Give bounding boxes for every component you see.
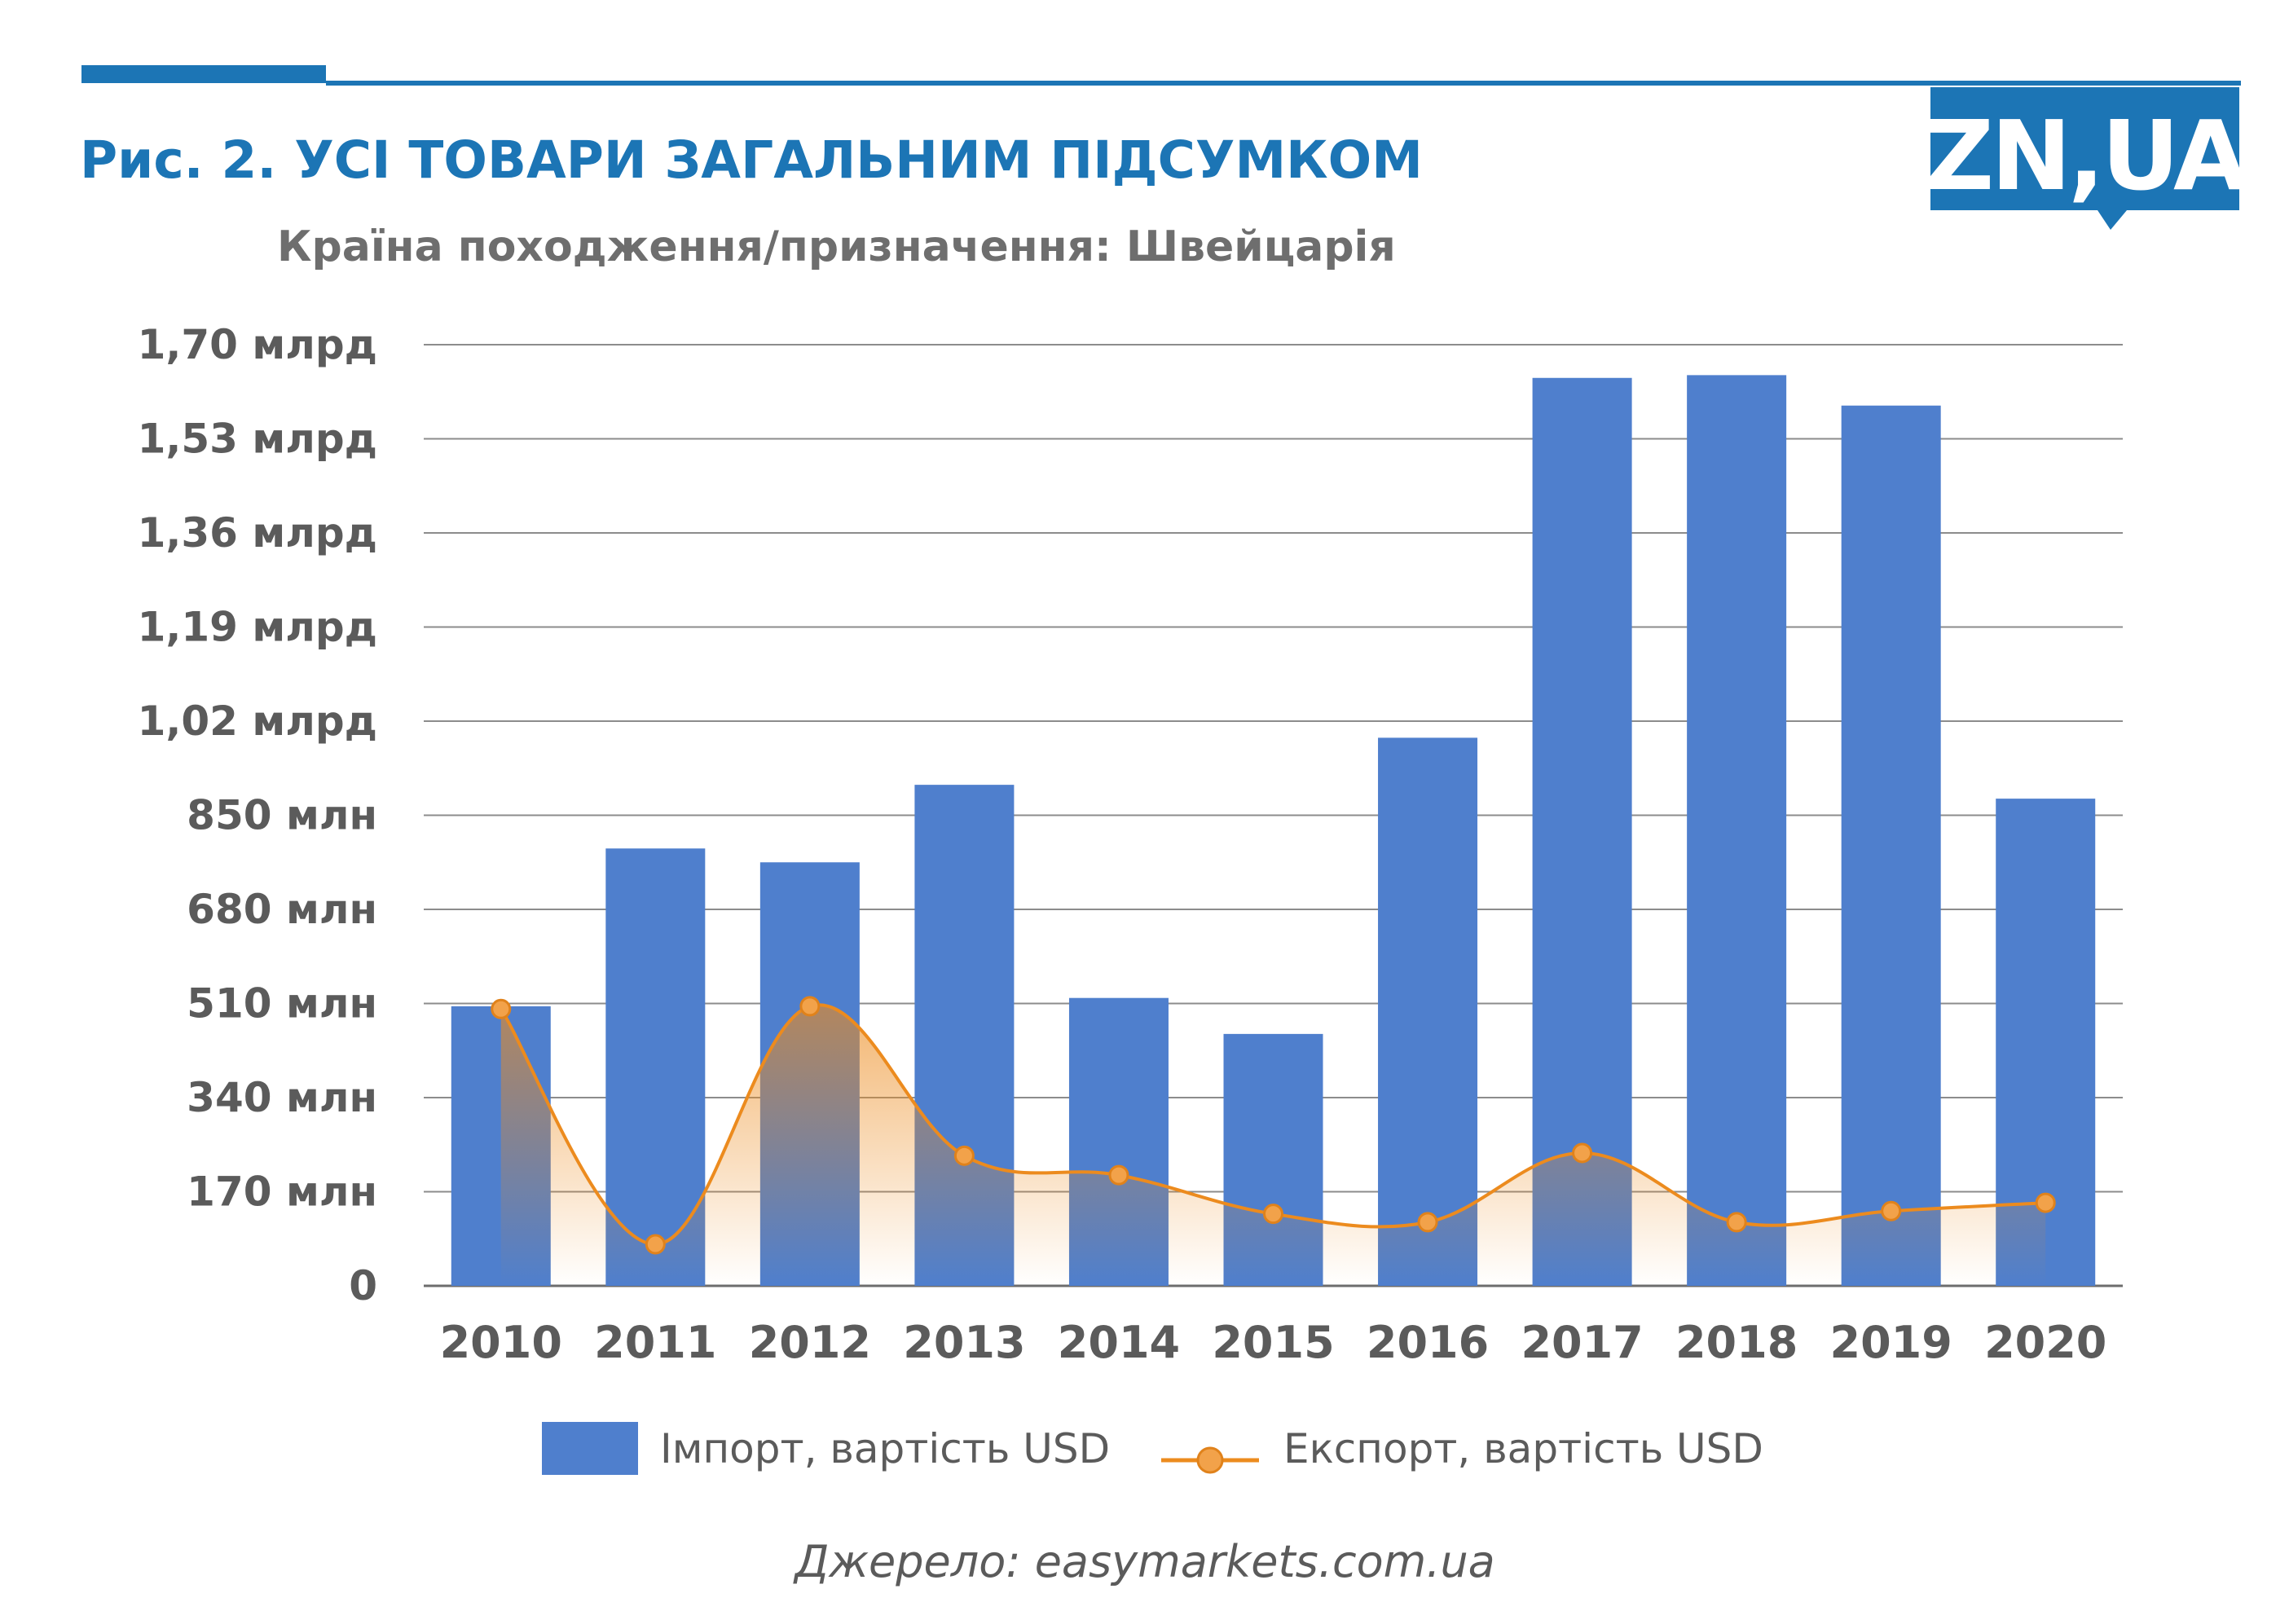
- x-tick-label: 2010: [440, 1317, 562, 1368]
- y-tick-label: 850 млн: [187, 792, 377, 839]
- export-point-2015: [1263, 1204, 1283, 1225]
- export-markers: [491, 996, 2056, 1255]
- legend-import-swatch: [542, 1422, 638, 1475]
- logo-text: ZN,UA: [1925, 99, 2247, 212]
- export-point-2016: [1417, 1212, 1438, 1233]
- export-point-2012: [799, 996, 821, 1017]
- x-tick-label: 2013: [903, 1317, 1025, 1368]
- zn-ua-logo: ZN,UA: [1925, 87, 2251, 230]
- export-point-2018: [1726, 1212, 1747, 1233]
- y-tick-label: 1,53 млрд: [138, 416, 377, 463]
- header-accent-bar: [81, 65, 326, 83]
- x-tick-label: 2020: [1984, 1317, 2106, 1368]
- export-point-2014: [1108, 1164, 1129, 1186]
- import-bar-2011: [605, 848, 706, 1286]
- chart-title: Рис. 2. УСІ ТОВАРИ ЗАГАЛЬНИМ ПІДСУМКОМ: [80, 130, 1423, 190]
- source-note: Джерело: easymarkets.com.ua: [793, 1536, 1495, 1587]
- export-area-fill: [500, 1005, 2046, 1286]
- export-point-2017: [1572, 1142, 1593, 1164]
- x-tick-label: 2018: [1675, 1317, 1798, 1368]
- x-axis-ticks: 2010 2011 2012 2013 2014 2015 2016 2017 2018 2019…: [440, 1317, 2107, 1368]
- y-tick-label: 1,02 млрд: [138, 698, 377, 745]
- logo-badge: [1930, 87, 2239, 230]
- y-tick-label: 1,19 млрд: [138, 604, 377, 651]
- export-point-2019: [1881, 1200, 1902, 1221]
- y-tick-label: 510 млн: [187, 980, 377, 1028]
- y-tick-label: 340 млн: [187, 1074, 377, 1121]
- x-tick-label: 2019: [1830, 1317, 1952, 1368]
- header-rule: [326, 81, 2241, 86]
- y-tick-label: 0: [349, 1262, 377, 1309]
- import-bar-2018: [1687, 375, 1787, 1286]
- legend-export-label: Експорт, вартість USD: [1283, 1425, 1763, 1472]
- export-point-2020: [2035, 1192, 2056, 1213]
- legend-export-marker: [1196, 1446, 1224, 1474]
- y-tick-label: 1,36 млрд: [138, 509, 377, 557]
- y-tick-label: 1,70 млрд: [138, 321, 377, 368]
- x-tick-label: 2012: [749, 1317, 871, 1368]
- legend-import-label: Імпорт, вартість USD: [660, 1425, 1110, 1472]
- chart-subtitle: Країна походження/призначення: Швейцарія: [277, 222, 1396, 271]
- import-bars: [451, 375, 2096, 1287]
- import-bar-2019: [1841, 405, 1941, 1286]
- y-tick-label: 170 млн: [187, 1168, 377, 1216]
- legend: Імпорт, вартість USD Експорт, вартість U…: [542, 1422, 1763, 1475]
- import-bar-2016: [1378, 737, 1478, 1286]
- export-point-2013: [953, 1145, 975, 1166]
- y-tick-label: 680 млн: [187, 886, 377, 933]
- x-tick-label: 2011: [594, 1317, 716, 1368]
- x-tick-label: 2014: [1058, 1317, 1180, 1368]
- import-bar-2017: [1532, 377, 1632, 1287]
- x-tick-label: 2015: [1212, 1317, 1334, 1368]
- x-tick-label: 2016: [1367, 1317, 1489, 1368]
- y-axis-ticks: 0 170 млн 340 млн 510 млн 680 млн 850 млн 1,02…: [138, 321, 377, 1309]
- export-point-2011: [645, 1234, 666, 1255]
- export-point-2010: [491, 998, 512, 1019]
- x-tick-label: 2017: [1521, 1317, 1643, 1368]
